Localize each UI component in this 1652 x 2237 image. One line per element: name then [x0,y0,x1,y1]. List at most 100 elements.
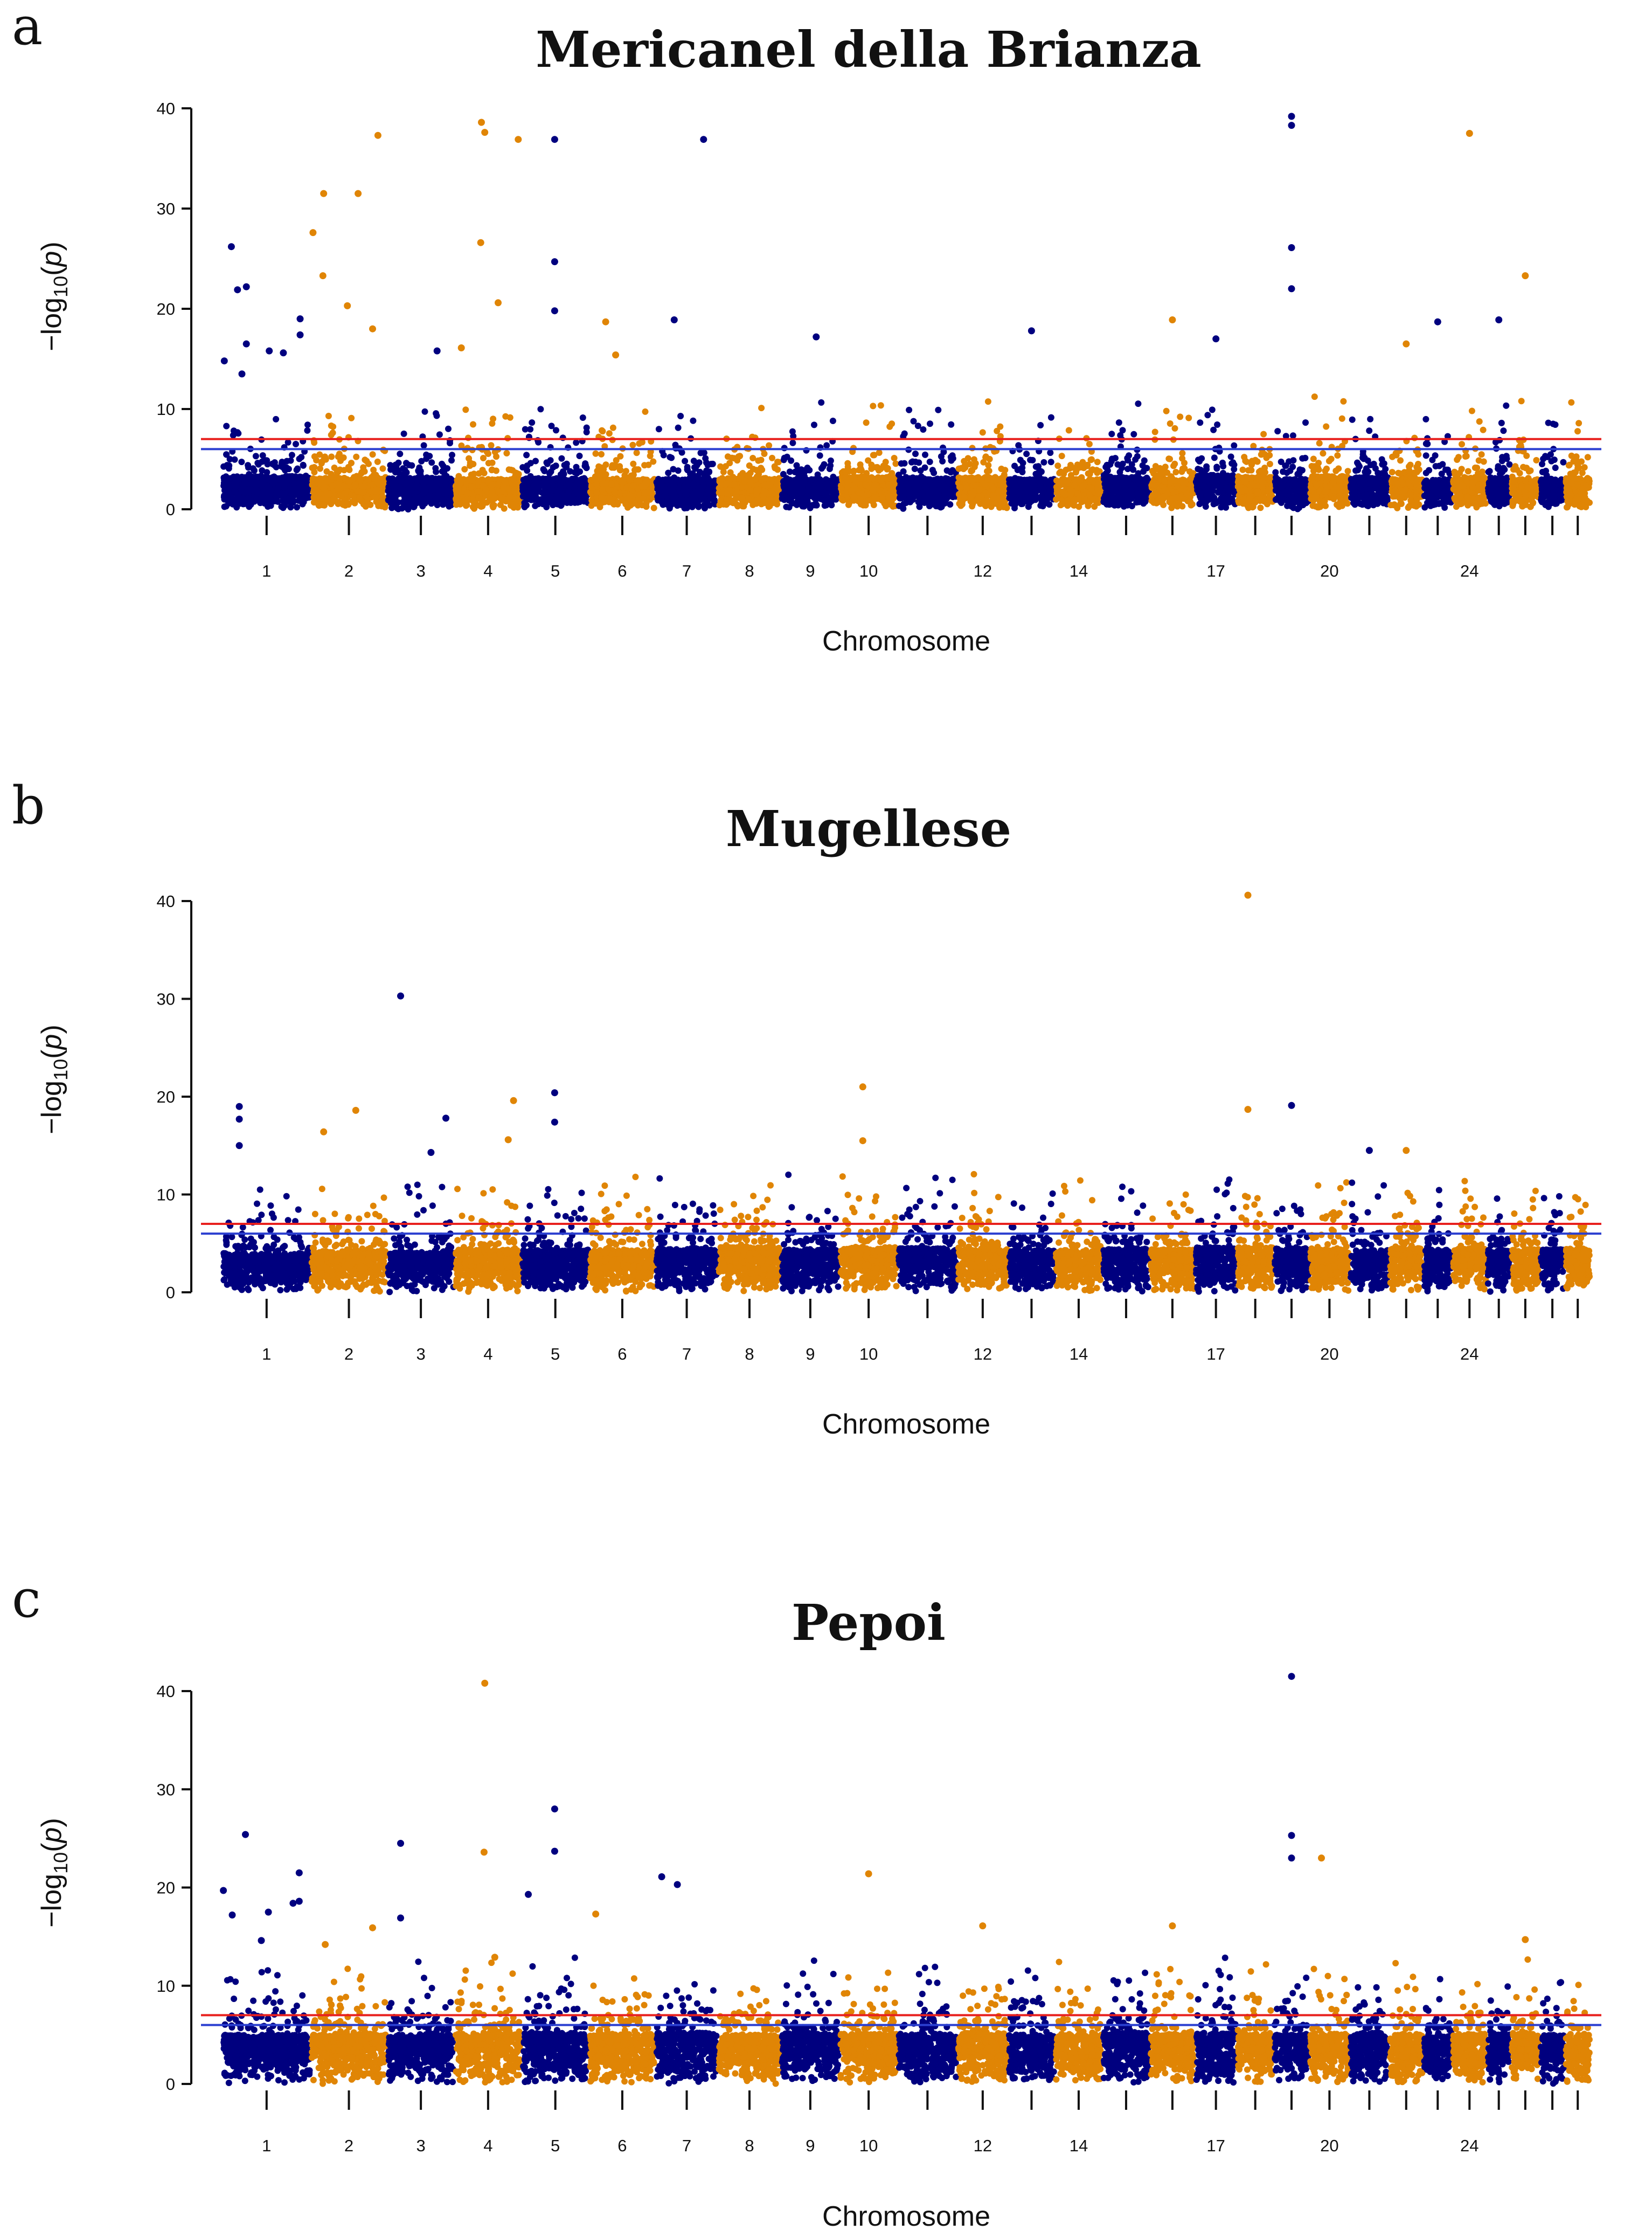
snp-point [281,501,288,508]
snp-point [223,496,230,503]
snp-point [633,466,640,473]
snp-point [312,486,318,493]
snp-point [723,501,730,508]
snp-point [223,452,230,458]
snp-point [422,408,428,415]
snp-point [559,499,566,505]
snp-point [403,460,409,466]
snp-point [442,481,449,487]
snp-point [675,425,682,431]
snp-point [723,481,730,487]
snp-point [566,481,573,488]
snp-point [761,451,768,457]
snp-point [486,497,492,504]
snp-point [439,461,445,467]
snp-point [606,430,613,437]
snp-point [413,482,420,488]
snp-point [755,458,761,464]
snp-point [610,425,616,431]
snp-point [362,456,368,463]
snp-point [373,472,379,478]
snp-point [608,481,615,488]
snp-point [372,495,379,501]
snp-point [690,470,696,477]
snp-point [445,426,452,432]
snp-point [401,431,407,437]
snp-point [464,490,471,496]
snp-point [489,460,496,466]
snp-point [235,430,241,437]
snp-point [667,454,673,460]
snp-point [274,492,280,498]
snp-point [557,484,564,491]
snp-point [573,464,580,470]
snp-point [758,405,765,411]
snp-point [433,469,439,475]
snp-point [598,494,605,501]
snp-point [524,462,530,469]
snp-point [370,451,376,458]
snp-point [336,475,343,482]
snp-point [464,496,470,503]
snp-point [501,485,507,491]
snp-point [470,421,476,428]
snp-point [564,461,570,467]
snp-point [478,503,484,510]
snp-point [591,476,598,482]
snp-point [580,414,586,421]
snp-point [327,491,333,497]
snp-point [461,466,468,473]
x-axis-title-a: Chromosome [822,626,990,657]
snp-point [703,459,710,466]
snp-point [677,413,684,419]
snp-point [476,470,482,477]
snp-point [468,484,475,490]
snp-point [552,500,559,506]
snp-point [325,478,331,484]
snp-point [418,458,425,465]
snp-point [508,467,514,473]
snp-point [620,479,626,486]
snp-point [541,479,547,486]
snp-point [584,425,590,431]
snp-point [336,485,342,491]
snp-point [336,451,343,457]
snp-point [599,486,606,493]
snp-point [298,454,304,460]
snp-point [480,455,487,461]
snp-point [753,467,760,473]
panel-label-a: a [12,0,43,57]
snp-point [286,466,292,472]
snp-point [643,479,650,485]
snp-point [534,484,540,491]
snp-point [434,502,441,508]
snp-point [395,506,401,512]
snp-point [665,470,671,476]
snp-point [259,467,265,474]
snp-point [428,459,435,466]
snp-point [409,498,415,505]
snp-point [558,479,564,485]
snp-point [272,459,278,466]
snp-point [610,500,616,507]
snp-point [238,459,245,465]
snp-point [755,487,762,493]
snp-point [322,454,328,460]
snp-point [289,452,295,458]
snp-point [490,415,496,422]
snp-point [573,439,579,446]
snp-point [581,495,587,501]
snp-point [374,459,381,465]
snp-point [334,468,341,474]
snp-point [364,498,371,504]
snp-point [253,453,259,459]
snp-point [462,406,469,413]
snp-point [433,410,439,417]
snp-point [565,488,572,494]
snp-point [761,475,768,482]
snp-point [717,502,723,508]
snp-point [259,459,266,465]
snp-point [259,494,265,500]
snp-point [690,481,697,487]
snp-point [682,485,688,491]
